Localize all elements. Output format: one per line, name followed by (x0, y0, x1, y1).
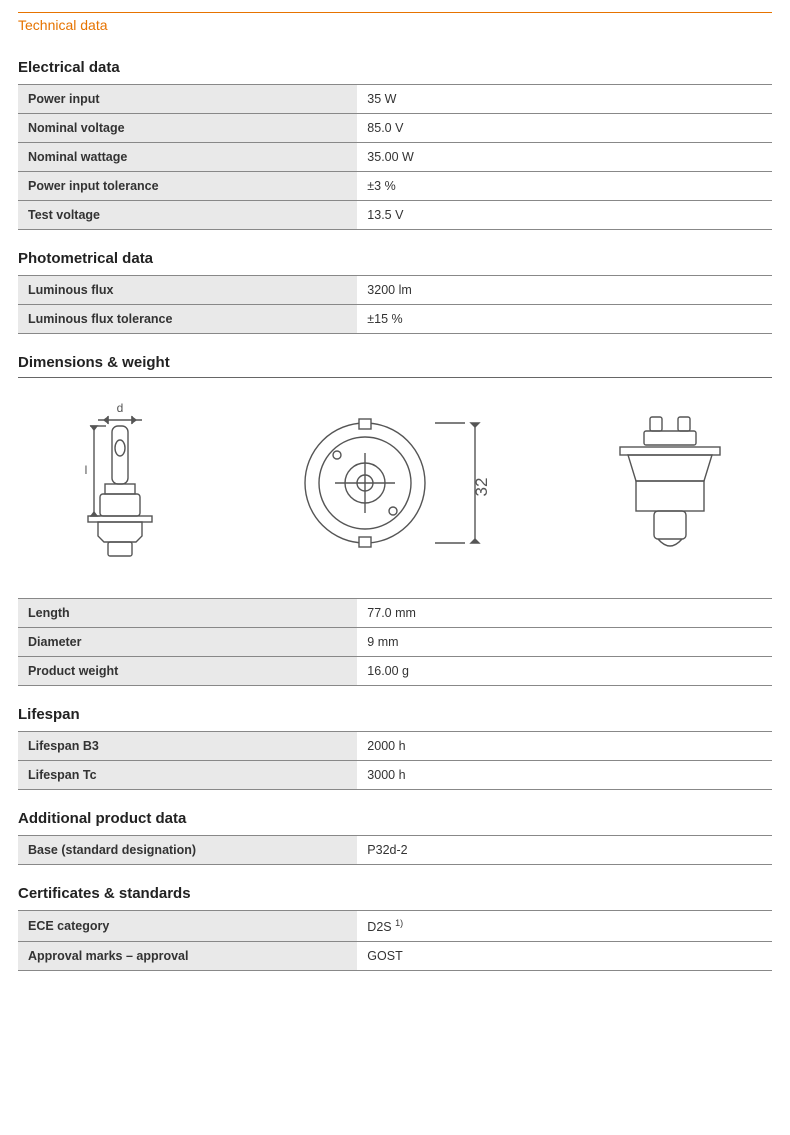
section-title-photometrical: Photometrical data (18, 250, 772, 267)
table-electrical: Power input35 W Nominal voltage85.0 V No… (18, 84, 772, 230)
table-row: Length77.0 mm (18, 599, 772, 628)
cell-label: Power input (18, 85, 357, 114)
cell-label: Approval marks – approval (18, 942, 357, 971)
cell-value: 3200 lm (357, 276, 772, 305)
cell-value: 35 W (357, 85, 772, 114)
cell-value: 3000 h (357, 761, 772, 790)
cell-value: ±15 % (357, 305, 772, 334)
cell-value: GOST (357, 942, 772, 971)
table-row: Approval marks – approvalGOST (18, 942, 772, 971)
cell-value: ±3 % (357, 172, 772, 201)
table-row: Test voltage13.5 V (18, 201, 772, 230)
table-row: Base (standard designation)P32d-2 (18, 836, 772, 865)
table-row: Product weight16.00 g (18, 657, 772, 686)
cell-label: Luminous flux tolerance (18, 305, 357, 334)
cell-label: Product weight (18, 657, 357, 686)
table-certificates: ECE category D2S 1) Approval marks – app… (18, 910, 772, 971)
diagram-rear-view (600, 403, 740, 563)
cell-label: Nominal voltage (18, 114, 357, 143)
table-dimensions: Length77.0 mm Diameter9 mm Product weigh… (18, 598, 772, 686)
table-additional: Base (standard designation)P32d-2 (18, 835, 772, 865)
cell-value: D2S 1) (357, 911, 772, 942)
table-row: Lifespan B32000 h (18, 732, 772, 761)
table-row: Power input35 W (18, 85, 772, 114)
diagram-front-view: 32 (275, 403, 515, 563)
cell-label: ECE category (18, 911, 357, 942)
section-title-electrical: Electrical data (18, 59, 772, 76)
svg-text:l: l (85, 463, 88, 477)
cell-value: 16.00 g (357, 657, 772, 686)
cell-label: Test voltage (18, 201, 357, 230)
cell-label: Length (18, 599, 357, 628)
cell-label: Lifespan B3 (18, 732, 357, 761)
cell-label: Power input tolerance (18, 172, 357, 201)
cell-label: Lifespan Tc (18, 761, 357, 790)
diagram-side-view: d l (50, 398, 190, 568)
cell-label: Luminous flux (18, 276, 357, 305)
table-row: Luminous flux tolerance±15 % (18, 305, 772, 334)
svg-text:32: 32 (472, 478, 491, 497)
section-title-dimensions: Dimensions & weight (18, 354, 772, 378)
dimension-diagrams: d l (18, 398, 772, 568)
table-row: Power input tolerance±3 % (18, 172, 772, 201)
cell-label: Nominal wattage (18, 143, 357, 172)
cell-value: P32d-2 (357, 836, 772, 865)
svg-text:d: d (117, 401, 124, 415)
cell-value: 85.0 V (357, 114, 772, 143)
table-row: ECE category D2S 1) (18, 911, 772, 942)
cell-label: Diameter (18, 628, 357, 657)
cell-value: 9 mm (357, 628, 772, 657)
section-title-additional: Additional product data (18, 810, 772, 827)
table-row: Luminous flux3200 lm (18, 276, 772, 305)
table-row: Diameter9 mm (18, 628, 772, 657)
table-row: Nominal wattage35.00 W (18, 143, 772, 172)
cell-value: 13.5 V (357, 201, 772, 230)
table-row: Lifespan Tc3000 h (18, 761, 772, 790)
table-row: Nominal voltage85.0 V (18, 114, 772, 143)
table-lifespan: Lifespan B32000 h Lifespan Tc3000 h (18, 731, 772, 790)
cell-label: Base (standard designation) (18, 836, 357, 865)
footnote-marker: 1) (395, 918, 403, 928)
cell-value: 35.00 W (357, 143, 772, 172)
cell-value: 2000 h (357, 732, 772, 761)
section-title-certificates: Certificates & standards (18, 885, 772, 902)
section-title-lifespan: Lifespan (18, 706, 772, 723)
page-title: Technical data (18, 12, 772, 39)
cell-value: 77.0 mm (357, 599, 772, 628)
table-photometrical: Luminous flux3200 lm Luminous flux toler… (18, 275, 772, 334)
